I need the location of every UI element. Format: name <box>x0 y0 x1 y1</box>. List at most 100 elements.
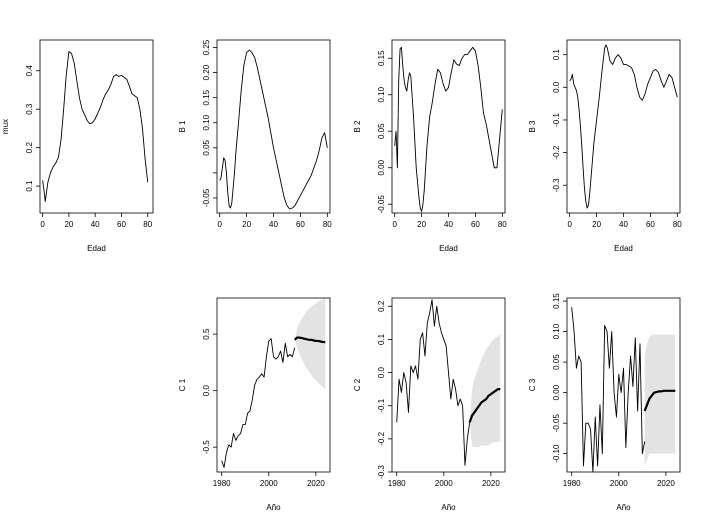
y-tick-label: -0.10 <box>552 444 561 463</box>
x-axis-label: Edad <box>614 244 633 253</box>
x-tick-label: 60 <box>296 220 305 229</box>
x-tick-label: 40 <box>619 220 628 229</box>
series-line <box>42 51 149 202</box>
y-tick-label: 0.5 <box>202 328 211 340</box>
forecast-mean-line <box>468 388 501 423</box>
y-tick-label: -0.05 <box>202 188 211 207</box>
y-tick-label: 0.0 <box>377 366 386 378</box>
series-line <box>221 338 296 468</box>
forecast-interval-band <box>294 298 326 390</box>
plot-frame <box>391 39 506 214</box>
x-tick-label: 40 <box>269 220 278 229</box>
plot-frame <box>39 39 154 214</box>
y-axis-label: B 3 <box>528 120 537 133</box>
x-tick-label: 2020 <box>657 479 675 488</box>
y-tick-label: -0.05 <box>552 413 561 432</box>
y-axis-label: C 1 <box>178 378 187 391</box>
y-tick-label: 0.10 <box>202 114 211 130</box>
y-tick-label: 0.10 <box>377 86 386 102</box>
x-tick-label: 60 <box>117 220 126 229</box>
panel-4: 0 20 40 60 80 -0.3 -0.2 -0.1 0.0 0.1 Edad B 3 <box>528 39 682 253</box>
y-tick-label: 0.1 <box>25 180 34 192</box>
x-tick-label: 1980 <box>563 479 581 488</box>
plot-frame <box>216 39 331 214</box>
y-tick-label: 0.0 <box>202 385 211 397</box>
y-tick-label: -0.1 <box>377 398 386 412</box>
y-tick-label: 0.05 <box>552 354 561 370</box>
panel-6: 1980 2000 2020 -0.3 -0.2 -0.1 0.0 0.1 0.2 Año C 2 <box>353 297 506 512</box>
x-axis-label: Edad <box>439 244 458 253</box>
forecast-interval-band <box>469 334 501 448</box>
y-tick-label: 0.1 <box>377 333 386 345</box>
series-line <box>571 307 646 473</box>
y-tick-label: 0.00 <box>552 384 561 400</box>
plot-frame <box>566 297 681 473</box>
y-tick-label: 0.05 <box>202 139 211 155</box>
y-tick-label: -0.05 <box>377 195 386 214</box>
y-axis-label: C 3 <box>528 378 537 391</box>
y-tick-label: 0.15 <box>377 50 386 66</box>
panel-3: 0 20 40 60 80 -0.05 0.00 0.05 0.10 0.15 Edad B 2 <box>353 39 507 253</box>
y-tick-label: -0.2 <box>377 431 386 445</box>
x-tick-label: 20 <box>64 220 73 229</box>
forecast-interval-band <box>644 334 676 466</box>
y-tick-label: 0.2 <box>377 300 386 312</box>
y-tick-label: 0.10 <box>552 323 561 339</box>
panel-2: 0 20 40 60 80 -0.05 0.05 0.10 0.15 0.20 0.25 B 1 <box>178 39 332 229</box>
x-tick-label: 2020 <box>482 479 500 488</box>
y-tick-label: -0.5 <box>202 440 211 454</box>
plot-frame <box>391 297 506 473</box>
y-tick-label: -0.1 <box>552 113 561 127</box>
x-tick-label: 1980 <box>213 479 231 488</box>
y-axis-label: B 2 <box>353 120 362 133</box>
x-axis-label: Edad <box>87 244 106 253</box>
x-axis-label: Año <box>616 503 631 512</box>
x-tick-label: 2000 <box>610 479 628 488</box>
x-tick-label: 20 <box>417 220 426 229</box>
x-tick-label: 80 <box>673 220 682 229</box>
x-tick-label: 2020 <box>307 479 325 488</box>
series-line <box>219 49 328 210</box>
x-tick-label: 80 <box>498 220 507 229</box>
y-tick-label: -0.2 <box>552 145 561 159</box>
x-tick-label: 40 <box>91 220 100 229</box>
x-tick-label: 80 <box>323 220 332 229</box>
x-tick-label: 0 <box>40 220 45 229</box>
panel-5: 1980 2000 2020 -0.5 0.0 0.5 Año C 1 <box>178 297 331 512</box>
y-tick-label: 0.3 <box>25 103 34 115</box>
y-axis-label: mux <box>1 119 10 134</box>
x-tick-label: 0 <box>392 220 397 229</box>
y-tick-label: 0.25 <box>202 39 211 55</box>
y-axis-label: B 1 <box>178 120 187 133</box>
plot-frame <box>216 297 331 473</box>
y-tick-label: 0.00 <box>377 159 386 175</box>
x-tick-label: 80 <box>143 220 152 229</box>
y-tick-label: -0.3 <box>552 178 561 192</box>
series-line <box>569 44 678 209</box>
y-tick-label: 0.15 <box>202 89 211 105</box>
y-axis-label: C 2 <box>353 378 362 391</box>
y-tick-label: 0.15 <box>552 293 561 309</box>
x-tick-label: 1980 <box>388 479 406 488</box>
y-tick-label: -0.3 <box>377 465 386 479</box>
y-tick-label: 0.1 <box>552 49 561 61</box>
y-tick-label: 0.20 <box>202 64 211 80</box>
series-line <box>396 299 471 466</box>
panel-1: 0 20 40 60 80 0.1 0.2 0.3 0.4 Edad mux <box>1 39 154 253</box>
x-tick-label: 60 <box>646 220 655 229</box>
x-tick-label: 0 <box>217 220 222 229</box>
panel-7: 1980 2000 2020 -0.10 -0.05 0.00 0.05 0.10 0.15 Añ… <box>528 293 681 512</box>
y-tick-label: 0.4 <box>25 65 34 77</box>
y-tick-label: 0.05 <box>377 123 386 139</box>
y-tick-label: 0.0 <box>552 81 561 93</box>
x-tick-label: 2000 <box>260 479 278 488</box>
forecast-mean-line <box>293 336 326 344</box>
x-tick-label: 60 <box>471 220 480 229</box>
x-axis-label: Año <box>441 503 456 512</box>
y-tick-label: 0.2 <box>25 142 34 154</box>
x-tick-label: 2000 <box>435 479 453 488</box>
x-tick-label: 0 <box>567 220 572 229</box>
series-line <box>394 46 503 212</box>
x-tick-label: 20 <box>592 220 601 229</box>
